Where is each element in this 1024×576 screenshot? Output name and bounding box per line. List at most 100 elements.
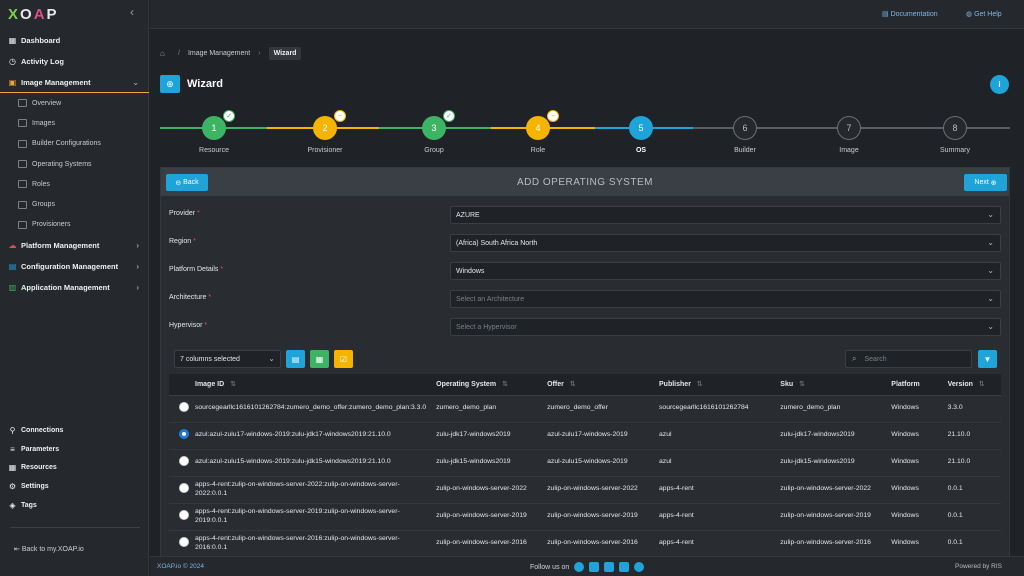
hypervisor-label-text: Hypervisor [169,322,203,329]
sidebar-subitem-overview[interactable]: Overview [0,93,149,113]
sidebar-subitem-label: Builder Configurations [32,140,101,148]
linkedin-icon[interactable] [604,562,615,572]
column-header[interactable]: Operating System ⇅ [430,374,542,396]
step-resource[interactable]: 1 ✓ Resource [159,110,269,154]
step-role[interactable]: 4− Role [483,110,593,154]
table-row[interactable]: sourcegearllc1616101262784:zumero_demo_o… [169,395,1001,423]
twitter-icon[interactable] [589,562,600,572]
step-number: 2 [322,123,328,133]
facebook-icon[interactable] [574,562,585,572]
platform-select[interactable]: Windows ⌄ [450,262,1001,280]
row-radio[interactable] [179,509,189,520]
table-row[interactable]: azul:azul-zulu15-windows-2019:zulu-jdk15… [169,449,1001,477]
sidebar-item-resources[interactable]: ▦ Resources [0,459,149,478]
row-radio[interactable] [179,536,189,547]
row-radio[interactable] [179,482,189,493]
table-row[interactable]: apps-4-rent:zulip-on-windows-server-2019… [169,503,1001,531]
documentation-link[interactable]: ▤ Documentation [882,10,938,18]
step-number: 1 [211,123,217,133]
column-header[interactable]: Publisher ⇅ [653,374,775,396]
back-to-portal-link[interactable]: ⇤ Back to my.XOAP.io [14,545,84,553]
image-id-cell: sourcegearllc1616101262784:zumero_demo_o… [189,395,431,423]
sidebar-subitem-builder-configurations[interactable]: Builder Configurations [0,134,149,154]
table-row[interactable]: azul:azul-zulu17-windows-2019:zulu-jdk17… [169,422,1001,450]
select-all-button[interactable]: ☑ [334,350,353,368]
sidebar-subitem-operating-systems[interactable]: Operating Systems [0,154,149,174]
column-header[interactable]: Offer ⇅ [541,374,654,396]
step-circle: 1 ✓ [202,110,235,140]
next-button[interactable]: Next ⊕ [964,174,1007,191]
platform-label-text: Platform Details [169,266,219,273]
search-input[interactable]: ⌕ Search [845,350,972,368]
sort-icon[interactable]: ⇅ [696,381,703,389]
image-management-icon: ▣ [8,77,17,87]
back-button[interactable]: ⊖ Back [166,174,208,191]
region-select[interactable]: (Africa) South Africa North ⌄ [450,234,1001,252]
sort-icon[interactable]: ⇅ [799,381,805,389]
sort-icon[interactable]: ⇅ [502,381,508,389]
sidebar-item-parameters[interactable]: ≡ Parameters [0,440,149,459]
sidebar-item-platform-management[interactable]: ☁ Platform Management › [0,235,149,256]
wizard-plus-button[interactable]: ⊕ [160,75,180,93]
column-header[interactable]: Image ID ⇅ [189,374,431,396]
platform-value: Windows [456,267,485,275]
column-header[interactable]: Sku ⇅ [774,374,886,396]
row-radio[interactable] [179,401,189,412]
sidebar-item-image-management[interactable]: ▣ Image Management ⌄ [0,72,149,93]
collapse-sidebar-icon[interactable]: ‹ [130,5,134,19]
table-row[interactable]: apps-4-rent:zulip-on-windows-server-2022… [169,476,1001,504]
home-icon[interactable]: ⌂ [160,49,165,58]
offer-cell: azul-zulu15-windows-2019 [541,449,654,477]
offer-cell: zumero_demo_offer [541,395,654,423]
breadcrumb-separator: › [258,50,261,57]
step-summary[interactable]: 8 Summary [900,116,1010,154]
checkbox-icon: ☑ [339,354,348,364]
hypervisor-select[interactable]: Select a Hypervisor ⌄ [450,318,1001,336]
row-radio-selected[interactable] [179,428,189,439]
filter-button[interactable]: ▼ [978,350,997,368]
youtube-icon[interactable] [619,562,630,572]
sidebar-subitem-groups[interactable]: Groups [0,194,149,214]
sidebar-item-dashboard[interactable]: ▦ Dashboard [0,30,149,51]
sort-icon[interactable]: ⇅ [569,381,576,389]
os-cell: zulip-on-windows-server-2022 [430,476,542,504]
sidebar-item-activity-log[interactable]: ◷ Activity Log [0,51,149,72]
column-header-label: Publisher [659,381,691,389]
step-label: Resource [199,147,229,154]
sidebar-item-configuration-management[interactable]: ▤ Configuration Management › [0,256,149,277]
provider-select[interactable]: AZURE ⌄ [450,206,1001,224]
step-provisioner[interactable]: 2− Provisioner [270,110,380,154]
get-help-link[interactable]: ◍ Get Help [966,10,1002,18]
sidebar-item-connections[interactable]: ⚲ Connections [0,421,149,440]
architecture-select[interactable]: Select an Architecture ⌄ [450,290,1001,308]
github-icon[interactable] [634,562,645,572]
row-radio[interactable] [179,455,189,466]
sort-icon[interactable]: ⇅ [230,381,237,389]
xoap-logo[interactable]: XOAP [8,6,59,23]
sort-icon[interactable]: ⇅ [978,381,985,389]
step-image[interactable]: 7 Image [794,116,904,154]
sidebar-subitem-provisioners[interactable]: Provisioners [0,215,149,235]
sidebar-item-tags[interactable]: ◈ Tags [0,496,149,515]
breadcrumb-image-management[interactable]: Image Management [187,50,251,57]
column-selector[interactable]: 7 columns selected ⌄ [174,350,281,368]
provider-label-text: Provider [169,210,196,217]
sidebar-subitem-roles[interactable]: Roles [0,174,149,194]
export-csv-button[interactable]: ▤ [286,350,305,368]
table-row[interactable]: apps-4-rent:zulip-on-windows-server-2016… [169,530,1001,558]
row-select-cell [169,449,189,477]
sidebar-item-settings[interactable]: ⚙ Settings [0,477,149,496]
step-builder[interactable]: 6 Builder [690,116,800,154]
exit-icon: ⇤ [14,546,22,553]
chevron-down-icon: ⌄ [132,77,139,87]
check-icon: ✓ [223,110,235,122]
info-button[interactable]: i [990,75,1009,94]
sidebar-subitem-images[interactable]: Images [0,113,149,133]
column-header[interactable]: Version ⇅ [941,374,1001,396]
step-group[interactable]: 3 ✓ Group [379,110,489,154]
hypervisor-row: Hypervisor * Select a Hypervisor ⌄ [169,318,1001,336]
copyright-link[interactable]: XOAP.io © 2024 [157,563,204,570]
step-os[interactable]: 5 OS [586,116,696,154]
sidebar-item-application-management[interactable]: ▥ Application Management › [0,277,149,298]
export-excel-button[interactable]: ▦ [310,350,329,368]
